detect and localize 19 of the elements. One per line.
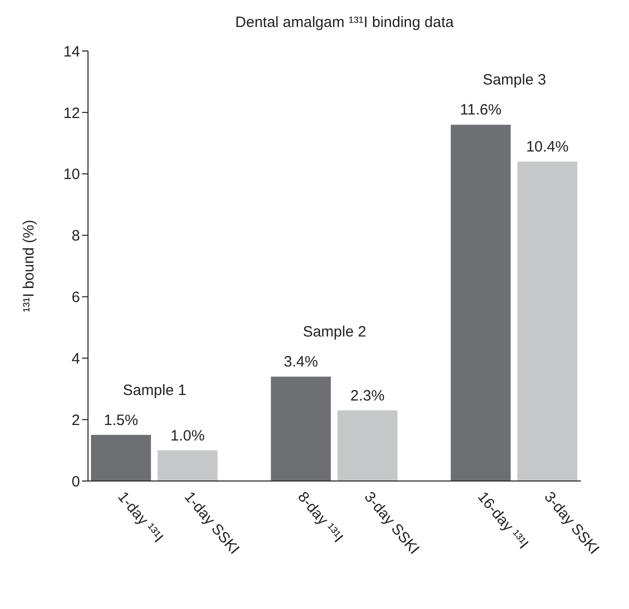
y-tick-label: 0 xyxy=(72,473,80,490)
data-label: 10.4% xyxy=(526,138,569,156)
y-tick-label: 8 xyxy=(72,228,80,245)
y-tick-label: 6 xyxy=(72,289,80,306)
y-axis-title: ¹³¹I bound (%) xyxy=(20,220,38,312)
y-tick-label: 14 xyxy=(63,43,80,60)
data-label: 2.3% xyxy=(350,387,385,404)
annotation: Sample 2 xyxy=(302,324,366,341)
annotation: Sample 1 xyxy=(122,382,186,399)
data-label: 1.0% xyxy=(170,427,205,444)
y-tick-label: 12 xyxy=(63,104,80,122)
annotation: Sample 3 xyxy=(482,72,546,89)
data-label: 3.4% xyxy=(284,354,318,371)
y-tick-label: 4 xyxy=(72,350,80,368)
data-label: 1.5% xyxy=(104,412,138,429)
y-tick-label: 2 xyxy=(72,412,80,429)
chart-title: Dental amalgam ¹³¹I binding data xyxy=(234,14,455,31)
y-tick-label: 10 xyxy=(63,166,80,184)
data-label: 11.6% xyxy=(460,102,502,119)
